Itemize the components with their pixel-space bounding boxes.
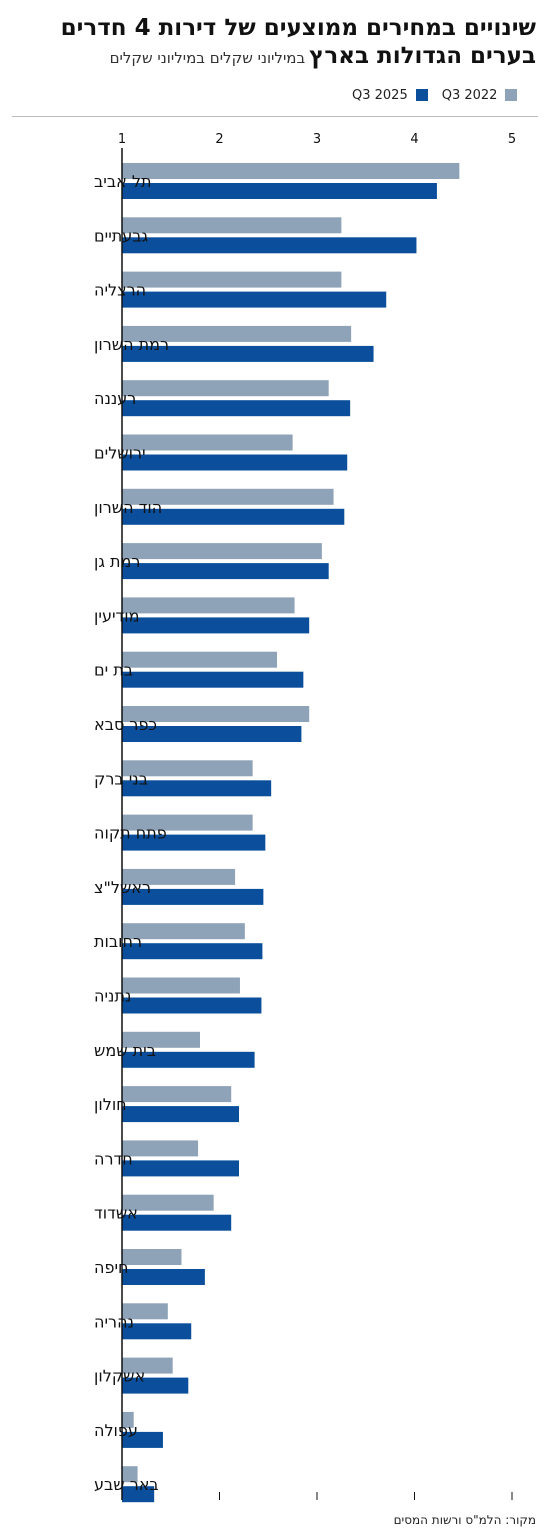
bar-q3-2025 xyxy=(122,345,374,362)
chart-title: שינויים במחירים ממוצעים של דירות 4 חדרים xyxy=(60,15,536,41)
legend-label-q3-2025: Q3 2025 xyxy=(352,87,408,103)
bar-q3-2025 xyxy=(122,1377,189,1394)
legend-label-q3-2022: Q3 2022 xyxy=(441,87,498,103)
bar-q3-2025 xyxy=(122,1323,192,1340)
category-label: נתניה xyxy=(94,987,131,1006)
category-label: הרצליה xyxy=(94,281,146,300)
bar-q3-2025 xyxy=(122,943,263,960)
subtitle-bold: בערים הגדולות בארץ xyxy=(309,43,536,69)
bar-q3-2022 xyxy=(122,597,295,614)
category-label: בית שמש xyxy=(94,1041,156,1060)
bar-q3-2025 xyxy=(122,291,387,308)
category-label: אשדוד xyxy=(94,1204,138,1223)
category-label: פתח תקוה xyxy=(94,824,167,843)
category-label: נהריה xyxy=(94,1312,134,1331)
category-label: רמת השרון xyxy=(94,335,169,354)
category-label: חיפה xyxy=(94,1258,128,1277)
category-label: מודיעין xyxy=(94,606,140,625)
legend-item-q3-2022: Q3 2022 xyxy=(442,88,518,103)
bar-q3-2022 xyxy=(122,380,329,397)
bar-q3-2025 xyxy=(122,726,302,742)
legend: Q3 2025 Q3 2022 xyxy=(352,86,531,104)
bar-q3-2025 xyxy=(122,1431,163,1448)
bar-q3-2022 xyxy=(122,1303,168,1320)
bar-q3-2022 xyxy=(122,163,460,179)
bar-q3-2022 xyxy=(122,434,293,451)
bar-q3-2022 xyxy=(122,923,245,940)
bar-q3-2025 xyxy=(122,888,264,905)
bar-q3-2025 xyxy=(122,400,351,417)
bar-q3-2022 xyxy=(122,271,342,288)
category-label: בני ברק xyxy=(94,769,148,788)
bar-q3-2025 xyxy=(122,617,310,634)
legend-item-q3-2025: Q3 2025 xyxy=(352,88,428,103)
bar-q3-2022 xyxy=(122,1140,199,1157)
category-label: כפר סבא xyxy=(94,715,157,734)
subtitle-unit: במיליוני שקלים במיליוני שקלים xyxy=(109,49,306,67)
bar-q3-2022 xyxy=(122,1086,232,1103)
x-tick-label: 5 xyxy=(508,132,516,147)
x-tick-label: 2 xyxy=(215,132,223,147)
bar-q3-2022 xyxy=(122,1357,173,1374)
chart-subtitle: בערים הגדולות בארץבמיליוני שקלים במיליונ… xyxy=(16,43,536,69)
source-note: מקור: הלמ"ס ורשות המסים xyxy=(393,1513,536,1527)
legend-swatch-q3-2022 xyxy=(505,89,518,101)
bar-q3-2022 xyxy=(122,760,253,777)
bar-q3-2025 xyxy=(122,671,304,688)
category-label: אשקלון xyxy=(94,1367,145,1386)
bar-q3-2022 xyxy=(122,1411,134,1428)
legend-swatch-q3-2025 xyxy=(415,89,428,101)
header-rule xyxy=(12,116,538,117)
bar-q3-2025 xyxy=(122,508,345,525)
bar-q3-2022 xyxy=(122,1194,214,1211)
bar-q3-2025 xyxy=(122,997,262,1014)
category-label: רעננה xyxy=(94,389,136,408)
x-tick-label: 4 xyxy=(410,132,418,147)
category-label: חדרה xyxy=(94,1149,133,1168)
category-label: חולון xyxy=(94,1095,127,1114)
bar-q3-2025 xyxy=(122,183,437,199)
category-label: ירושלים xyxy=(94,444,146,463)
bar-q3-2025 xyxy=(122,780,272,797)
bar-q3-2025 xyxy=(122,1214,232,1231)
category-label: רמת גן xyxy=(94,552,140,571)
category-label: הוד השרון xyxy=(94,498,162,517)
bar-q3-2025 xyxy=(122,1160,239,1177)
category-label: רחובות xyxy=(94,932,142,951)
bar-q3-2025 xyxy=(122,563,329,580)
bar-q3-2022 xyxy=(122,814,253,831)
category-label: עפולה xyxy=(94,1421,138,1440)
bar-q3-2025 xyxy=(122,1106,239,1123)
bar-q3-2022 xyxy=(122,977,240,994)
x-tick-label: 3 xyxy=(313,132,321,147)
bar-q3-2022 xyxy=(122,325,352,342)
category-label: באר שבע xyxy=(94,1475,159,1494)
bar-q3-2025 xyxy=(122,1486,155,1503)
bar-q3-2025 xyxy=(122,454,348,471)
bar-q3-2022 xyxy=(122,1031,200,1048)
bar-q3-2025 xyxy=(122,1269,205,1285)
bar-q3-2022 xyxy=(122,706,310,722)
bar-q3-2022 xyxy=(122,868,236,885)
bar-q3-2022 xyxy=(122,543,322,560)
bar-q3-2025 xyxy=(122,237,417,254)
bar-q3-2025 xyxy=(122,1051,255,1068)
bar-q3-2022 xyxy=(122,651,278,668)
bar-q3-2022 xyxy=(122,1249,182,1265)
bar-q3-2022 xyxy=(122,217,342,234)
bar-q3-2025 xyxy=(122,834,266,851)
bar-q3-2022 xyxy=(122,488,334,505)
x-tick-label: 1 xyxy=(118,132,126,147)
category-label: בת ים xyxy=(94,661,133,680)
bar-q3-2022 xyxy=(122,1466,138,1483)
